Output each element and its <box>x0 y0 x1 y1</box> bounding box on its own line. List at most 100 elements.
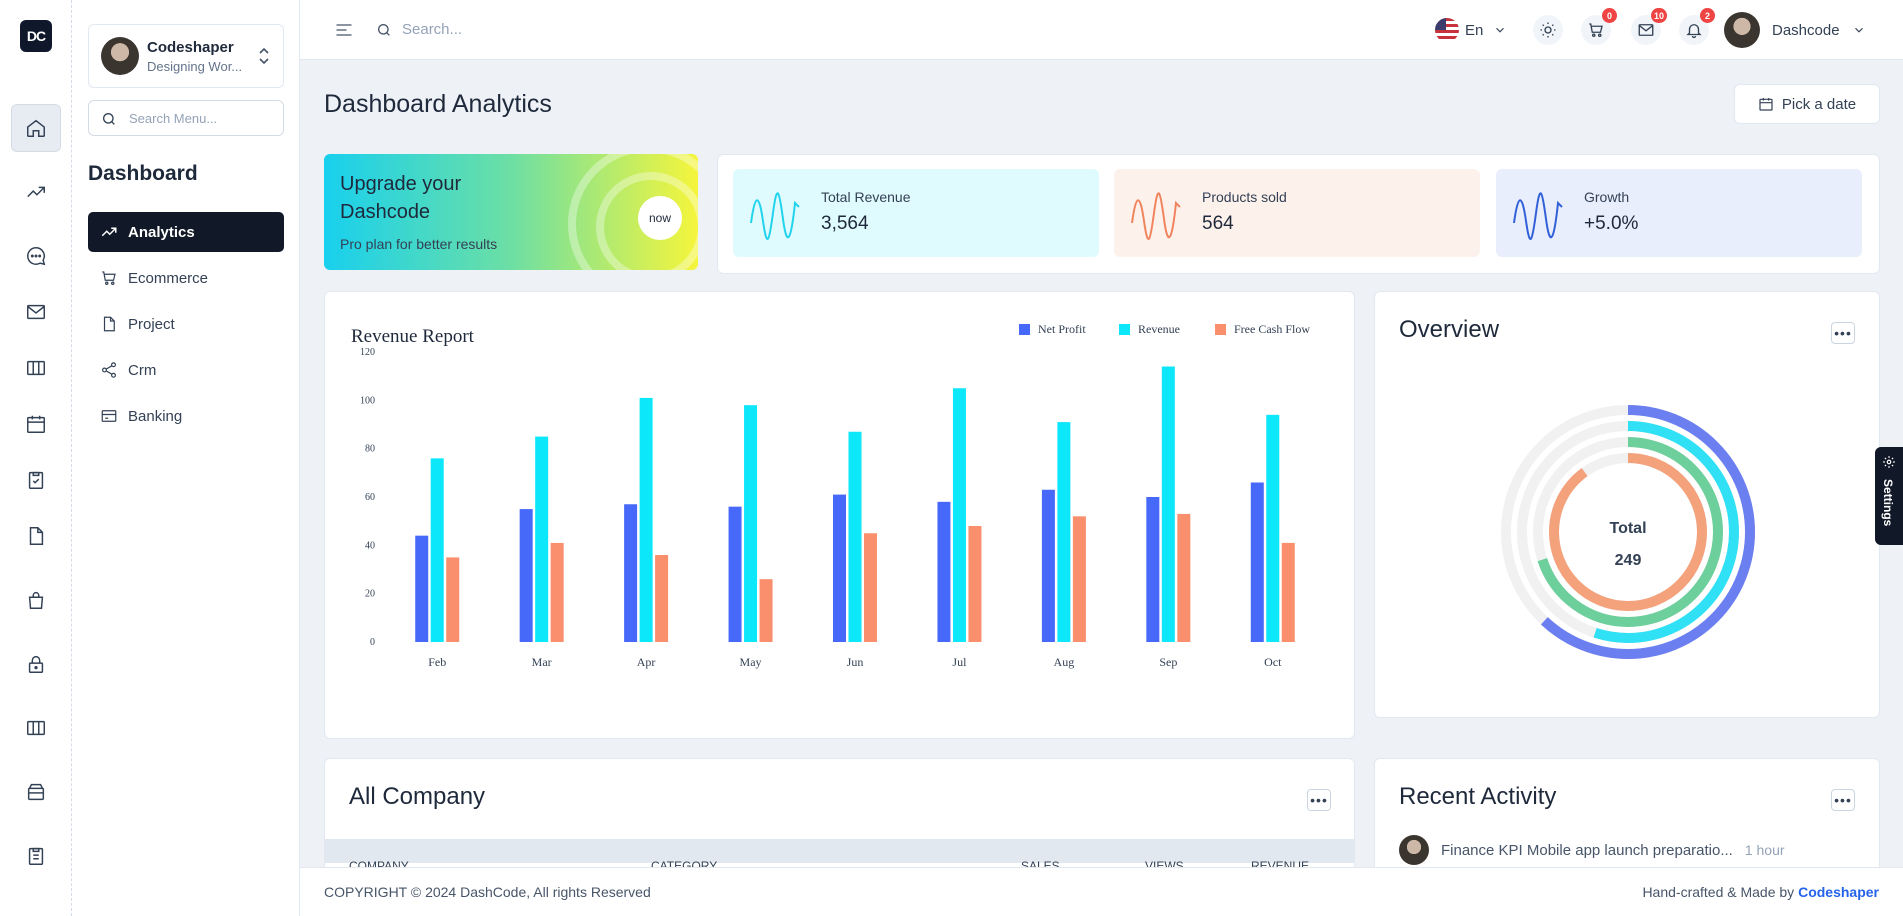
legend-free-cash-flow[interactable]: Free Cash Flow <box>1215 322 1310 337</box>
sidebar-item-label: Project <box>128 315 175 333</box>
rail-list-button[interactable] <box>11 832 61 880</box>
y-tick-label: 60 <box>365 492 375 503</box>
footer-copyright: COPYRIGHT © 2024 DashCode, All rights Re… <box>324 884 651 900</box>
bar-revenue <box>535 436 549 642</box>
upgrade-title: Upgrade your Dashcode <box>340 173 462 223</box>
upgrade-subtitle: Pro plan for better results <box>340 236 498 252</box>
table-header: COMPANY CATEGORY SALES VIEWS REVENUE <box>325 839 1354 873</box>
profile-switcher[interactable]: Codeshaper Designing Wor... <box>88 24 284 88</box>
language-selector[interactable]: En <box>1435 18 1507 42</box>
menu-search-input[interactable]: Search Menu... <box>88 100 284 136</box>
menu-icon[interactable] <box>334 20 354 40</box>
sidebar-item-label: Banking <box>128 407 183 425</box>
wave-chart-icon <box>1513 192 1563 241</box>
search-icon <box>378 24 390 36</box>
all-company-more-button[interactable]: ••• <box>1307 789 1331 811</box>
bar-net-profit <box>415 535 429 642</box>
bar-net-profit <box>1041 489 1055 642</box>
sidebar-item-analytics[interactable]: Analytics <box>88 212 284 252</box>
rail-calendar-button[interactable] <box>11 400 61 448</box>
legend-revenue[interactable]: Revenue <box>1119 322 1180 337</box>
rail-todo-button[interactable] <box>11 456 61 504</box>
theme-toggle-button[interactable] <box>1533 15 1563 45</box>
date-picker-button[interactable]: Pick a date <box>1734 84 1880 124</box>
sidebar-item-project[interactable]: Project <box>88 304 284 344</box>
icon-rail: DC <box>0 0 72 916</box>
top-bar: Search... En 0 10 2 Dashcode <box>300 0 1903 60</box>
rail-file-button[interactable] <box>11 512 61 560</box>
footer-credit-link[interactable]: Codeshaper <box>1798 884 1879 900</box>
all-company-title: All Company <box>349 783 486 810</box>
bar-net-profit <box>1250 482 1264 642</box>
activity-time: 1 hour <box>1744 842 1785 858</box>
recent-activity-more-button[interactable]: ••• <box>1831 789 1855 811</box>
trending-up-icon <box>101 227 117 237</box>
date-picker-label: Pick a date <box>1781 95 1857 113</box>
rail-kanban-button[interactable] <box>11 344 61 392</box>
sidebar-section-title: Dashboard <box>88 162 198 185</box>
overview-radial-chart <box>1501 405 1755 659</box>
rail-analytics-button[interactable] <box>11 168 61 216</box>
bar-revenue <box>1161 366 1175 642</box>
page-title: Dashboard Analytics <box>324 90 552 118</box>
upgrade-banner: Upgrade your Dashcode Pro plan for bette… <box>324 154 698 270</box>
bag-icon <box>28 592 44 609</box>
sidebar-item-banking[interactable]: Banking <box>88 396 284 436</box>
sidebar-item-crm[interactable]: Crm <box>88 350 284 390</box>
bar-free-cash-flow <box>550 542 564 642</box>
rail-shop-button[interactable] <box>11 576 61 624</box>
user-menu[interactable]: Dashcode <box>1724 12 1866 48</box>
bar-net-profit <box>624 504 638 642</box>
search-icon <box>103 113 115 125</box>
upgrade-now-button[interactable]: now <box>638 196 682 240</box>
settings-tab-label: Settings <box>1881 479 1895 527</box>
wave-chart-icon <box>1131 192 1181 241</box>
legend-net-profit[interactable]: Net Profit <box>1019 322 1086 337</box>
calendar-icon <box>27 415 45 433</box>
y-tick-label: 120 <box>360 347 375 358</box>
cart-button[interactable]: 0 <box>1581 8 1617 45</box>
notification-button[interactable]: 2 <box>1679 8 1715 45</box>
rail-components-button[interactable] <box>11 704 61 752</box>
notification-badge: 2 <box>1700 8 1715 23</box>
main-content: Dashboard Analytics Pick a date Upgrade … <box>300 60 1903 916</box>
mail-button[interactable]: 10 <box>1631 8 1667 45</box>
settings-tab[interactable]: Settings <box>1875 447 1903 545</box>
bar-revenue <box>639 397 653 642</box>
rail-chat-button[interactable] <box>11 232 61 280</box>
brand-logo[interactable]: DC <box>20 20 52 52</box>
footer-credit-prefix: Hand-crafted & Made by <box>1642 884 1795 900</box>
legend-label: Net Profit <box>1038 322 1086 336</box>
profile-name: Codeshaper <box>147 39 234 56</box>
profile-subtitle: Designing Wor... <box>147 59 243 74</box>
overview-more-button[interactable]: ••• <box>1831 322 1855 344</box>
stats-card: Total Revenue 3,564 Products sold 564 Gr… <box>717 154 1880 274</box>
bell-icon <box>1686 24 1702 39</box>
rail-mail-button[interactable] <box>11 288 61 336</box>
stat-label: Products sold <box>1202 189 1287 205</box>
avatar <box>101 37 139 75</box>
overview-total-label: Total <box>1609 520 1647 537</box>
sun-icon <box>1540 22 1556 38</box>
bar-free-cash-flow <box>446 557 460 642</box>
bar-revenue <box>430 458 444 642</box>
file-icon <box>29 527 44 545</box>
x-tick-label: Apr <box>637 655 656 669</box>
rail-auth-button[interactable] <box>11 640 61 688</box>
y-tick-label: 40 <box>365 540 375 551</box>
bar-revenue <box>952 388 966 642</box>
clipboard-list-icon <box>28 847 44 865</box>
y-tick-label: 100 <box>360 395 375 406</box>
share-icon <box>102 362 116 378</box>
cart-icon <box>102 271 116 285</box>
rail-home-button[interactable] <box>11 104 61 152</box>
activity-item[interactable]: Finance KPI Mobile app launch preparatio… <box>1399 835 1869 865</box>
sidebar-item-label: Ecommerce <box>128 269 209 287</box>
search-input[interactable]: Search... <box>402 21 463 38</box>
rail-archive-button[interactable] <box>11 768 61 816</box>
chart-title: Revenue Report <box>351 326 474 347</box>
trending-up-icon <box>27 186 45 198</box>
bar-revenue <box>744 405 758 642</box>
sidebar-item-ecommerce[interactable]: Ecommerce <box>88 258 284 298</box>
cart-icon <box>1589 23 1603 38</box>
